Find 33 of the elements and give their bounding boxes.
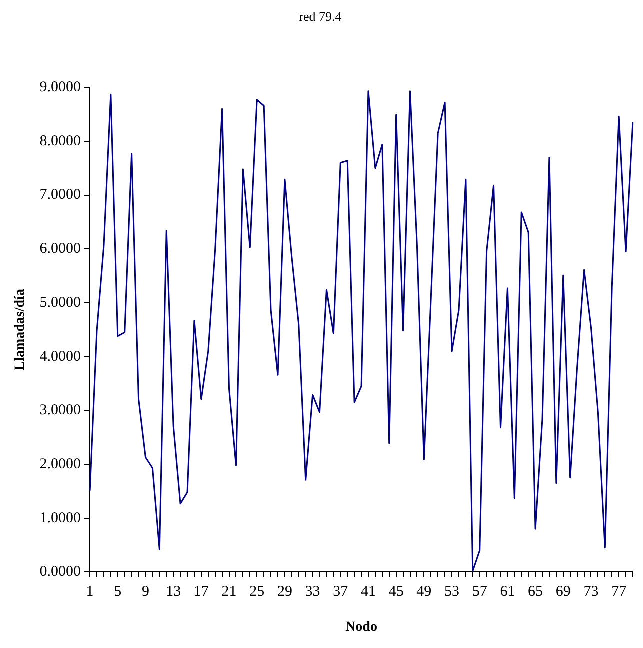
x-tick-label: 13 bbox=[166, 584, 182, 600]
x-tick-label: 41 bbox=[360, 584, 376, 600]
x-tick-label: 33 bbox=[305, 584, 320, 600]
x-tick-label: 9 bbox=[142, 584, 150, 600]
x-tick-label: 5 bbox=[114, 584, 122, 600]
chart-title: red 79.4 bbox=[299, 9, 342, 24]
y-axis-title: Llamadas/día bbox=[13, 289, 28, 371]
y-tick-label: 9.0000 bbox=[40, 80, 82, 96]
y-tick-label: 4.0000 bbox=[40, 348, 82, 365]
x-tick-label: 49 bbox=[416, 584, 432, 600]
x-tick-label: 61 bbox=[500, 584, 516, 600]
y-tick-label: 5.0000 bbox=[40, 294, 82, 311]
y-tick-label: 8.0000 bbox=[40, 133, 82, 150]
x-tick-label: 21 bbox=[222, 584, 237, 600]
x-tick-label: 65 bbox=[528, 584, 544, 600]
y-tick-label: 7.0000 bbox=[40, 187, 82, 204]
x-tick-label: 77 bbox=[612, 584, 628, 600]
y-tick-label: 1.0000 bbox=[40, 510, 82, 526]
x-tick-label: 73 bbox=[584, 584, 599, 600]
x-tick-label: 1 bbox=[86, 584, 94, 600]
x-tick-label: 37 bbox=[333, 584, 349, 600]
x-tick-label: 17 bbox=[194, 584, 210, 600]
y-tick-label: 6.0000 bbox=[40, 241, 82, 258]
y-tick-label: 0.0000 bbox=[40, 564, 82, 580]
y-tick-label: 3.0000 bbox=[40, 402, 82, 419]
y-tick-label: 2.0000 bbox=[40, 456, 82, 472]
x-tick-label: 69 bbox=[556, 584, 571, 600]
x-tick-label: 45 bbox=[388, 584, 404, 600]
x-tick-label: 57 bbox=[472, 584, 488, 600]
x-axis-title: Nodo bbox=[346, 620, 378, 636]
x-tick-label: 53 bbox=[444, 584, 460, 600]
x-tick-label: 25 bbox=[250, 584, 265, 600]
x-tick-label: 29 bbox=[277, 584, 292, 600]
